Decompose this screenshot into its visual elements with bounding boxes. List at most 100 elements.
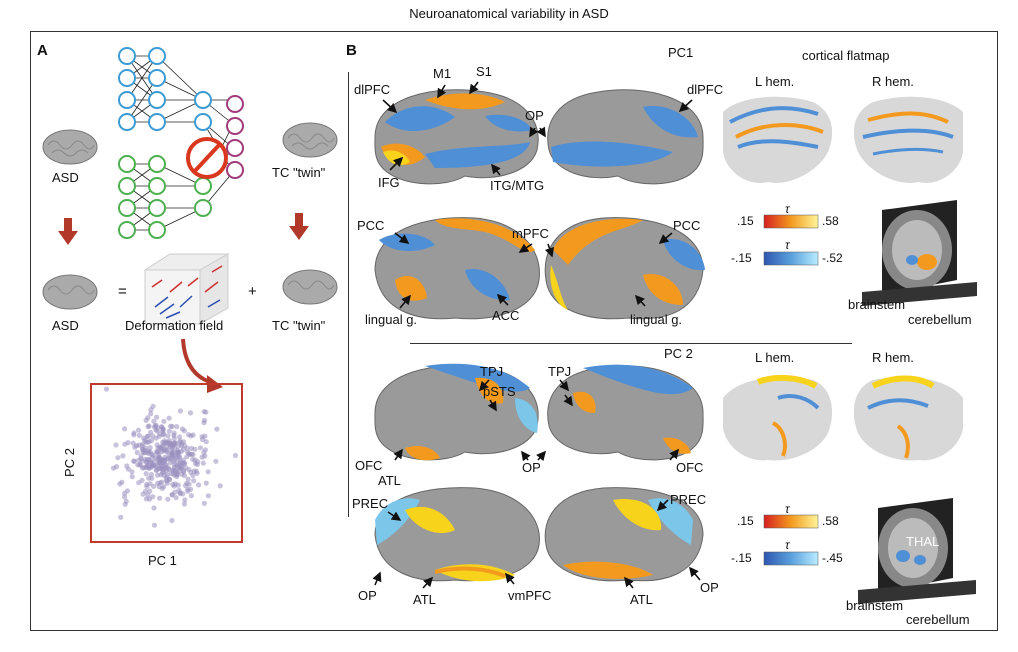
scatter-point	[196, 482, 202, 488]
scatter-point	[172, 489, 178, 495]
flatmap-title: cortical flatmap	[802, 48, 890, 63]
scatter-point	[214, 426, 220, 432]
label-op-left: OP	[358, 588, 377, 603]
pc2-label: PC 2	[664, 346, 693, 361]
neural-network-diagram	[118, 47, 244, 239]
pc1-neg-max: -.52	[822, 251, 843, 265]
label-tpj-right: TPJ	[548, 364, 572, 379]
label-atl-left: ATL	[378, 473, 401, 488]
scatter-point	[130, 440, 136, 446]
scatter-point	[197, 445, 203, 451]
pc-scatter-frame	[90, 383, 243, 543]
tau-symbol: τ	[785, 538, 790, 552]
scatter-point	[194, 461, 200, 468]
scatter-point	[178, 449, 184, 455]
scatter-point	[143, 471, 149, 477]
down-arrow-icon	[289, 213, 309, 240]
scatter-point	[118, 514, 124, 520]
scatter-point	[157, 456, 163, 462]
asd-label-top: ASD	[52, 170, 79, 185]
asd-brain-icon	[42, 274, 98, 310]
label-m1: M1	[433, 66, 452, 81]
left-hemisphere-label: L hem.	[755, 74, 795, 89]
scatter-point	[203, 439, 209, 445]
scatter-point	[142, 488, 148, 495]
scatter-point	[132, 444, 138, 450]
scatter-point	[138, 453, 144, 459]
scatter-point	[169, 517, 175, 524]
scatter-point	[135, 427, 142, 433]
pc-scatter-plot	[103, 386, 238, 528]
flatmap-right-pc2	[853, 375, 963, 461]
scatter-point	[182, 497, 188, 503]
thal-label: THAL	[906, 534, 940, 549]
label-lingual-right: lingual g.	[630, 312, 683, 327]
figure-frame	[30, 31, 998, 631]
scatter-point	[187, 410, 194, 416]
scatter-point	[201, 500, 207, 506]
scatter-point	[166, 438, 172, 444]
scatter-point	[137, 462, 143, 468]
pc1-label: PC1	[668, 45, 694, 60]
scatter-point	[160, 465, 166, 471]
label-prec-right: PREC	[670, 492, 707, 507]
label-op-pc1: OP	[525, 108, 544, 123]
pc2-pos-max: .58	[822, 514, 839, 528]
down-arrow-icon	[58, 218, 78, 245]
cerebellum-label-pc1: cerebellum	[908, 312, 972, 327]
scatter-point	[162, 438, 168, 444]
brainstem-label-pc2: brainstem	[846, 598, 904, 613]
scatter-point	[150, 403, 156, 409]
scatter-point	[140, 449, 146, 455]
label-pcc-left: PCC	[357, 218, 385, 233]
label-ifg: IFG	[378, 175, 400, 190]
right-hemisphere-label-pc2: R hem.	[872, 350, 914, 365]
scatter-point	[125, 440, 131, 446]
scatter-point	[199, 434, 205, 440]
scatter-point	[161, 418, 167, 424]
scatter-point	[177, 408, 183, 414]
pc1-pos-max: .58	[822, 214, 839, 228]
scatter-point	[186, 432, 192, 438]
scatter-point	[151, 418, 157, 424]
scatter-point	[148, 429, 154, 435]
scatter-point	[120, 453, 126, 459]
brain-lateral-right-pc1	[547, 89, 704, 185]
pc2-neg-max: -.45	[822, 551, 843, 565]
subcortical-volume-pc2	[858, 498, 976, 604]
left-hemisphere-label-pc2: L hem.	[755, 350, 795, 365]
scatter-point	[176, 487, 182, 493]
plus-sign: +	[248, 283, 257, 300]
label-tpj-left: TPJ	[480, 364, 504, 379]
scatter-point	[232, 452, 238, 459]
pc2-neg-min: -.15	[731, 551, 752, 565]
scatter-point	[122, 494, 128, 500]
scatter-point	[165, 433, 171, 439]
label-mpfc: mPFC	[512, 226, 549, 241]
scatter-point	[167, 456, 173, 462]
subcortical-volume-pc1	[862, 200, 977, 306]
scatter-point	[184, 454, 190, 460]
scatter-point	[166, 428, 172, 434]
asd-brain-icon	[42, 129, 98, 165]
scatter-point	[153, 427, 159, 433]
label-vmpfc: vmPFC	[508, 588, 552, 603]
label-pcc-right: PCC	[673, 218, 701, 233]
scatter-point	[192, 446, 198, 452]
scatter-point	[205, 469, 211, 475]
label-op-middle: OP	[522, 460, 541, 475]
tau-symbol: τ	[785, 202, 790, 216]
scatter-point	[150, 452, 156, 458]
label-itg-mtg: ITG/MTG	[490, 178, 545, 193]
scatter-point	[193, 468, 199, 474]
scatter-point	[182, 443, 188, 449]
scatter-point	[136, 432, 142, 438]
pc-divider-line	[410, 343, 852, 344]
scatter-point	[158, 445, 164, 451]
brain-lateral-right-pc2	[547, 364, 704, 461]
scatter-point	[205, 493, 211, 499]
scatter-point	[191, 478, 197, 484]
scatter-point	[156, 433, 162, 439]
scatter-point	[162, 461, 168, 468]
scatter-point	[171, 430, 177, 436]
